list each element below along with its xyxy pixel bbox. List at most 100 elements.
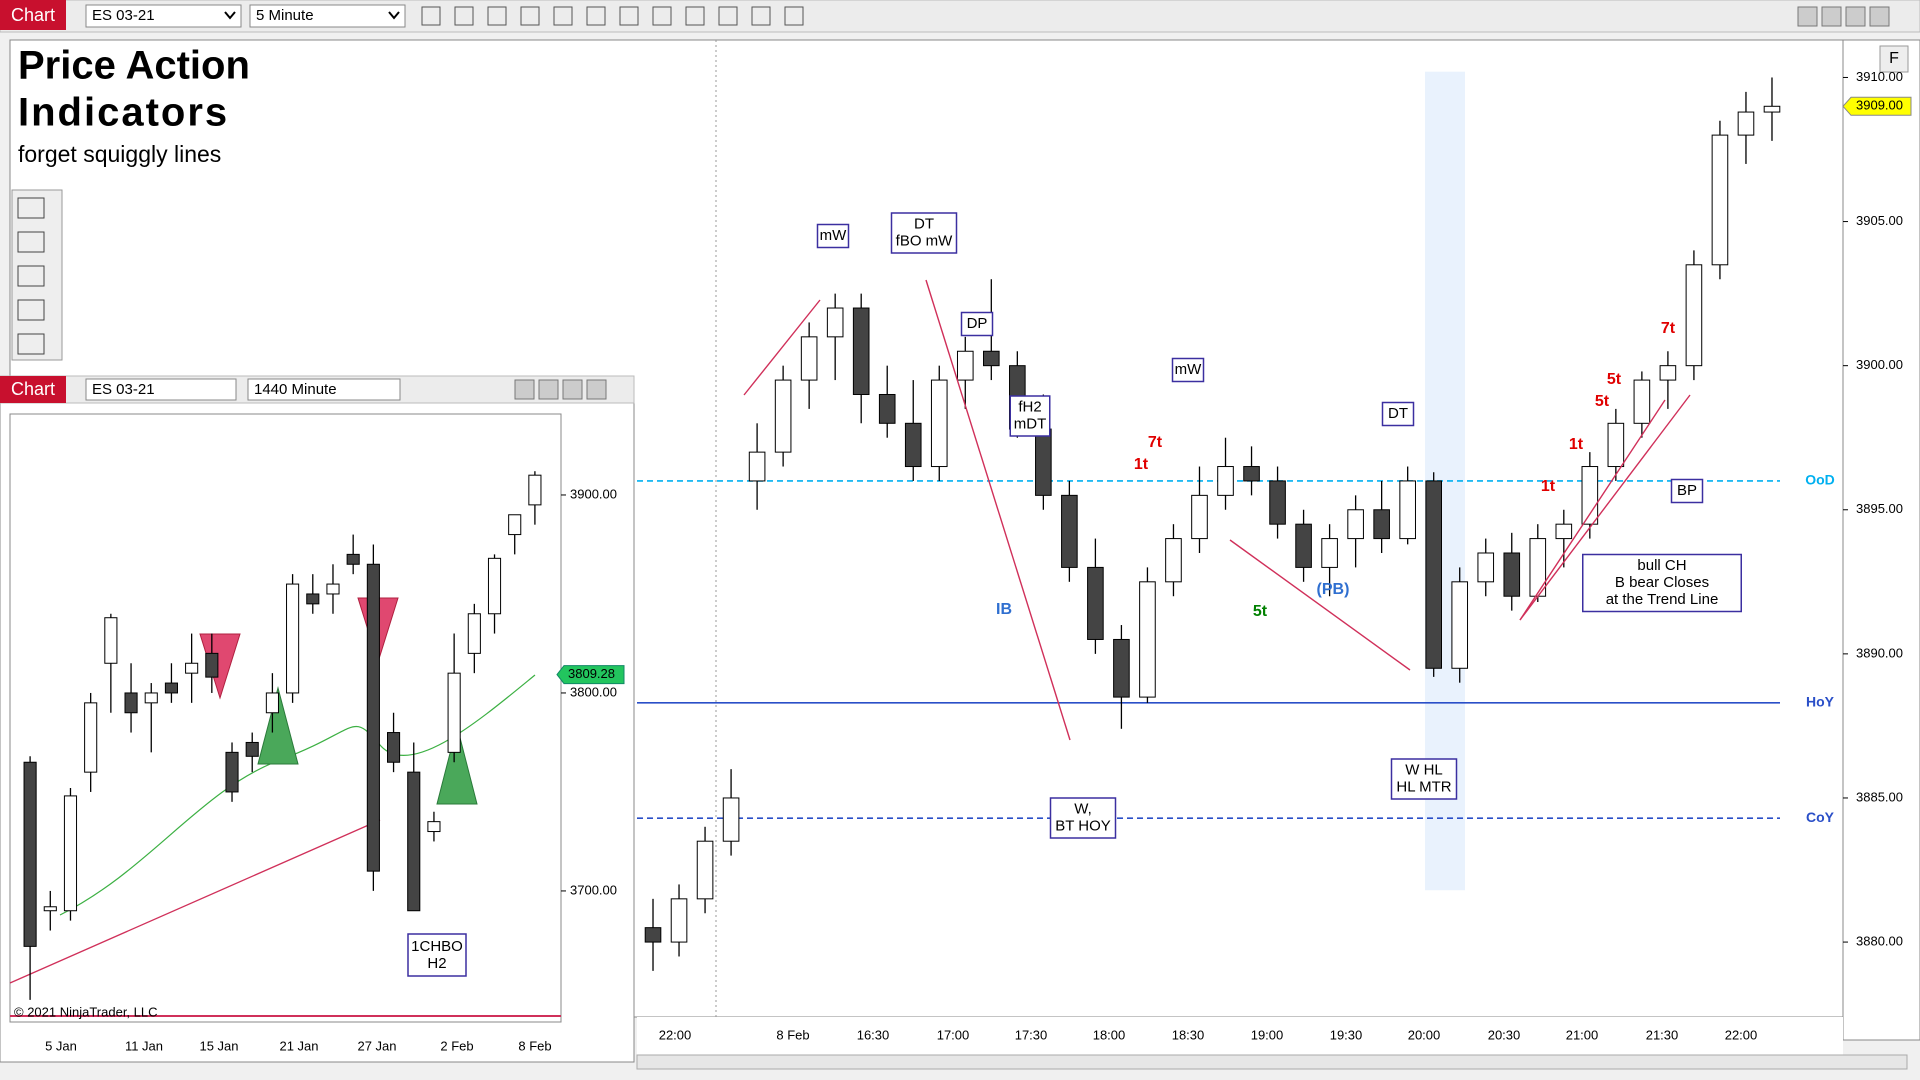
drawing-tool[interactable] xyxy=(17,197,45,219)
window-button[interactable] xyxy=(562,379,583,400)
candle-body xyxy=(306,593,320,605)
signal-label: 1t xyxy=(1134,456,1149,473)
drawing-tool[interactable] xyxy=(17,333,45,355)
chart-tab-label: Chart xyxy=(11,379,55,399)
y-tick-label: 3880.00 xyxy=(1856,934,1903,949)
dropdown[interactable] xyxy=(85,4,242,28)
annotation-text: bull CH xyxy=(1637,557,1686,574)
signal-label: 5t xyxy=(1595,393,1610,410)
candle-body xyxy=(644,927,662,943)
candle-body xyxy=(1373,509,1390,540)
toolbar-icon[interactable] xyxy=(586,6,606,26)
corner-label: F xyxy=(1889,50,1899,67)
level-label: HoY xyxy=(1806,694,1835,710)
signal-label: 5t xyxy=(1253,603,1268,620)
candle-body xyxy=(1191,494,1208,540)
toolbar-icon[interactable] xyxy=(784,6,804,26)
annotation-box xyxy=(1582,553,1742,613)
candle-body xyxy=(1503,552,1521,597)
candle-body xyxy=(124,692,138,714)
annotation-text: 1CHBO xyxy=(411,938,463,955)
candle-body xyxy=(1347,509,1364,540)
candle-body xyxy=(1295,523,1312,568)
candle-body xyxy=(748,451,766,482)
drawing-tool[interactable] xyxy=(17,299,45,321)
y-tick-label: 3900.00 xyxy=(1856,357,1903,372)
toolbar-icon[interactable] xyxy=(652,6,672,26)
x-tick-label: 17:30 xyxy=(1015,1027,1048,1042)
window-button[interactable] xyxy=(538,379,559,400)
candle-body xyxy=(1113,638,1130,698)
dropdown-label: ES 03-21 xyxy=(92,381,155,398)
candle-body xyxy=(63,795,78,912)
title-line: Price Action xyxy=(18,44,250,88)
candle-body xyxy=(528,474,542,506)
candle-body xyxy=(1477,552,1495,583)
y-tick-label: 3910.00 xyxy=(1856,69,1903,84)
trend-line xyxy=(1229,539,1411,671)
toolbar-icon[interactable] xyxy=(454,6,474,26)
candle-body xyxy=(983,350,1000,367)
annotation-text: BP xyxy=(1677,482,1697,499)
x-tick-label: 8 Feb xyxy=(776,1027,809,1042)
corner-button[interactable] xyxy=(1879,45,1909,73)
x-tick-label: 11 Jan xyxy=(125,1038,163,1053)
toolbar-icon[interactable] xyxy=(751,6,771,26)
candle-body xyxy=(1451,581,1469,669)
signal-label: 7t xyxy=(1661,320,1676,337)
candle-body xyxy=(447,672,461,753)
price-axis xyxy=(1842,39,1920,1041)
y-tick-label: 3890.00 xyxy=(1856,645,1903,660)
signal-triangle xyxy=(257,686,299,765)
candle-body xyxy=(265,692,279,714)
chart-tab xyxy=(0,376,66,403)
candle-body xyxy=(1685,264,1703,367)
toolbar-icon[interactable] xyxy=(553,6,573,26)
drawing-tool[interactable] xyxy=(17,231,45,253)
toolbar-icon[interactable] xyxy=(685,6,705,26)
dropdown[interactable] xyxy=(85,378,237,401)
candle-body xyxy=(930,379,948,468)
toolbar-icon[interactable] xyxy=(619,6,639,26)
dropdown[interactable] xyxy=(249,4,406,28)
dropdown-arrow xyxy=(388,11,400,20)
window-button[interactable] xyxy=(1869,6,1890,27)
candle-body xyxy=(164,682,178,694)
x-tick-label: 18:30 xyxy=(1172,1027,1205,1042)
window-button[interactable] xyxy=(586,379,607,400)
window-button[interactable] xyxy=(1821,6,1842,27)
toolbar-icon[interactable] xyxy=(718,6,738,26)
x-tick-label: 22:00 xyxy=(659,1027,692,1042)
toolbar-icon[interactable] xyxy=(520,6,540,26)
candle-body xyxy=(104,617,118,664)
window-button[interactable] xyxy=(1797,6,1818,27)
toolbar-icon[interactable] xyxy=(487,6,507,26)
candle-body xyxy=(205,652,219,678)
x-tick-label: 21 Jan xyxy=(279,1038,318,1053)
dropdown[interactable] xyxy=(247,378,401,401)
signal-label: 1t xyxy=(1569,436,1584,453)
x-tick-label: 22:00 xyxy=(1725,1027,1758,1042)
annotation-text: DT xyxy=(914,215,934,232)
x-tick-label: 16:30 xyxy=(857,1027,890,1042)
dropdown-label: 1440 Minute xyxy=(254,381,337,398)
toolbar-icon[interactable] xyxy=(421,6,441,26)
scrollbar[interactable] xyxy=(636,1054,1908,1070)
candle-body xyxy=(1217,466,1234,496)
candle-body xyxy=(1607,422,1625,468)
y-tick-label: 3895.00 xyxy=(1856,501,1903,516)
inset-window: Chart ES 03-21 1440 Minute 3700.00 3800.00 39… xyxy=(0,375,635,1063)
signal-triangle xyxy=(436,725,478,805)
window-button[interactable] xyxy=(1845,6,1866,27)
signal-label: IB xyxy=(996,601,1012,618)
candle-body xyxy=(346,553,360,565)
candle-body xyxy=(1763,105,1781,113)
candle-body xyxy=(1399,480,1416,540)
candle-body xyxy=(1087,566,1104,640)
candle-body xyxy=(1425,480,1442,669)
window-button[interactable] xyxy=(514,379,535,400)
subtitle: forget squiggly lines xyxy=(18,141,221,167)
drawing-tool[interactable] xyxy=(17,265,45,287)
candle-body xyxy=(956,350,974,381)
